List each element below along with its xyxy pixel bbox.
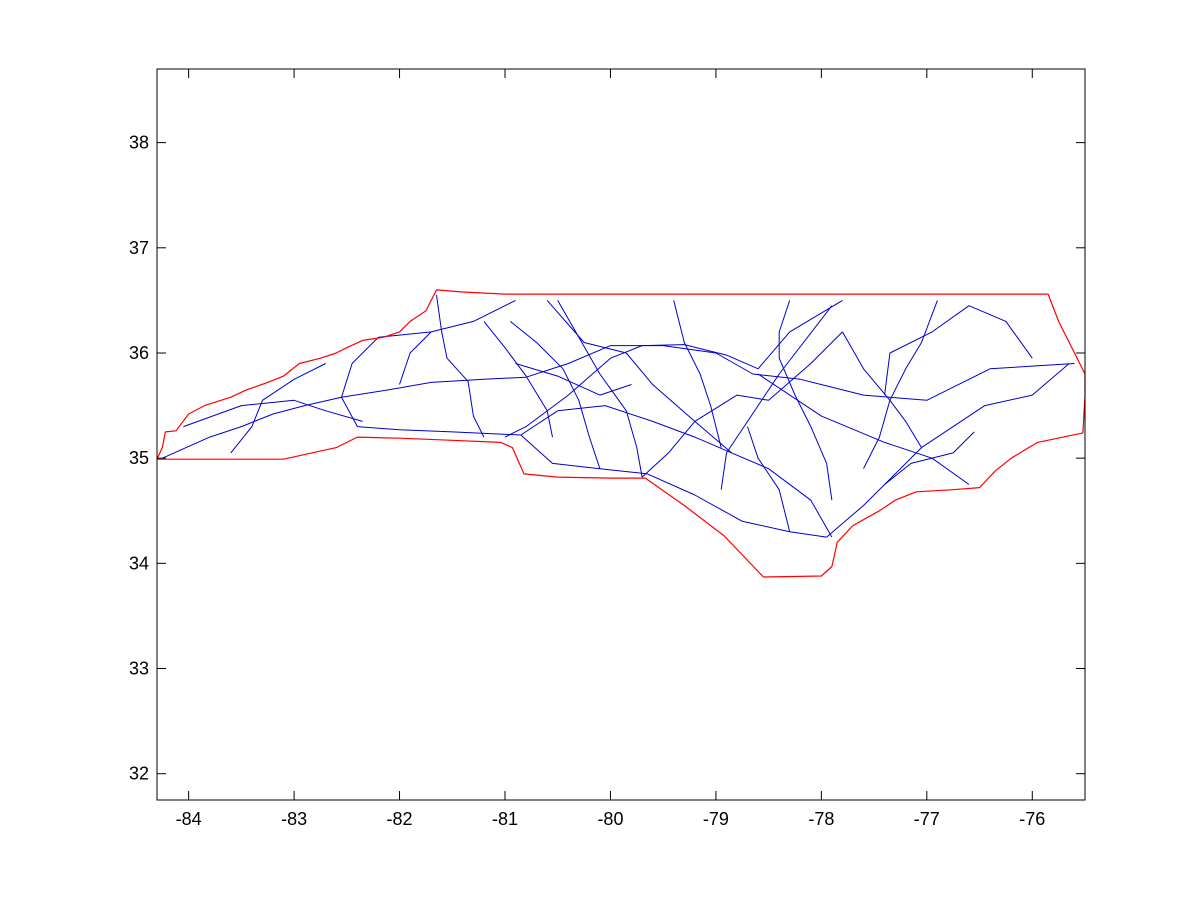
road-segment (341, 396, 521, 436)
road-segment (162, 345, 1075, 459)
road-segment (747, 426, 791, 532)
x-tick-label: -77 (914, 809, 940, 829)
northern-boundary-line (156, 289, 1086, 460)
y-tick-label: 32 (129, 764, 149, 784)
road-segment (884, 305, 1033, 396)
axes-box (156, 68, 1086, 801)
y-tick-label: 35 (129, 448, 149, 468)
x-tick-label: -82 (387, 809, 413, 829)
road-segment (757, 373, 970, 485)
road-segment (399, 331, 432, 385)
y-tick-label: 38 (129, 133, 149, 153)
coastline (831, 374, 1086, 567)
x-tick-label: -79 (703, 809, 729, 829)
road-segment (557, 300, 643, 478)
road-segment (863, 300, 938, 469)
x-tick-label: -78 (808, 809, 834, 829)
road-segment (673, 300, 722, 448)
road-segment (826, 363, 1070, 538)
road-segment (884, 431, 975, 485)
x-tick-label: -81 (492, 809, 518, 829)
road-segment (436, 295, 485, 438)
x-tick-label: -80 (597, 809, 623, 829)
road-segment (341, 299, 516, 398)
road-segment (483, 321, 553, 438)
state-boundary (156, 289, 1086, 578)
southern-boundary-line (157, 436, 833, 578)
y-axis: 32 33 34 35 36 37 38 (129, 133, 1085, 784)
road-segment (842, 331, 922, 448)
x-tick-label: -84 (176, 809, 202, 829)
y-tick-label: 37 (129, 238, 149, 258)
road-segment (183, 399, 363, 428)
road-segment (520, 434, 827, 538)
road-segment (778, 300, 833, 501)
x-tick-label: -83 (281, 809, 307, 829)
road-segment (230, 363, 326, 454)
x-axis: -84 -83 -82 -81 -80 -79 -78 -77 -76 (176, 69, 1045, 829)
road-segment (720, 305, 833, 490)
x-tick-label: -76 (1019, 809, 1045, 829)
road-segment (509, 321, 601, 469)
road-segment (641, 331, 843, 478)
plot-area (157, 69, 1085, 800)
road-segment (515, 363, 632, 396)
y-tick-label: 36 (129, 343, 149, 363)
y-tick-label: 33 (129, 659, 149, 679)
road-network (162, 295, 1075, 538)
y-tick-label: 34 (129, 553, 149, 573)
road-segment (520, 405, 732, 454)
